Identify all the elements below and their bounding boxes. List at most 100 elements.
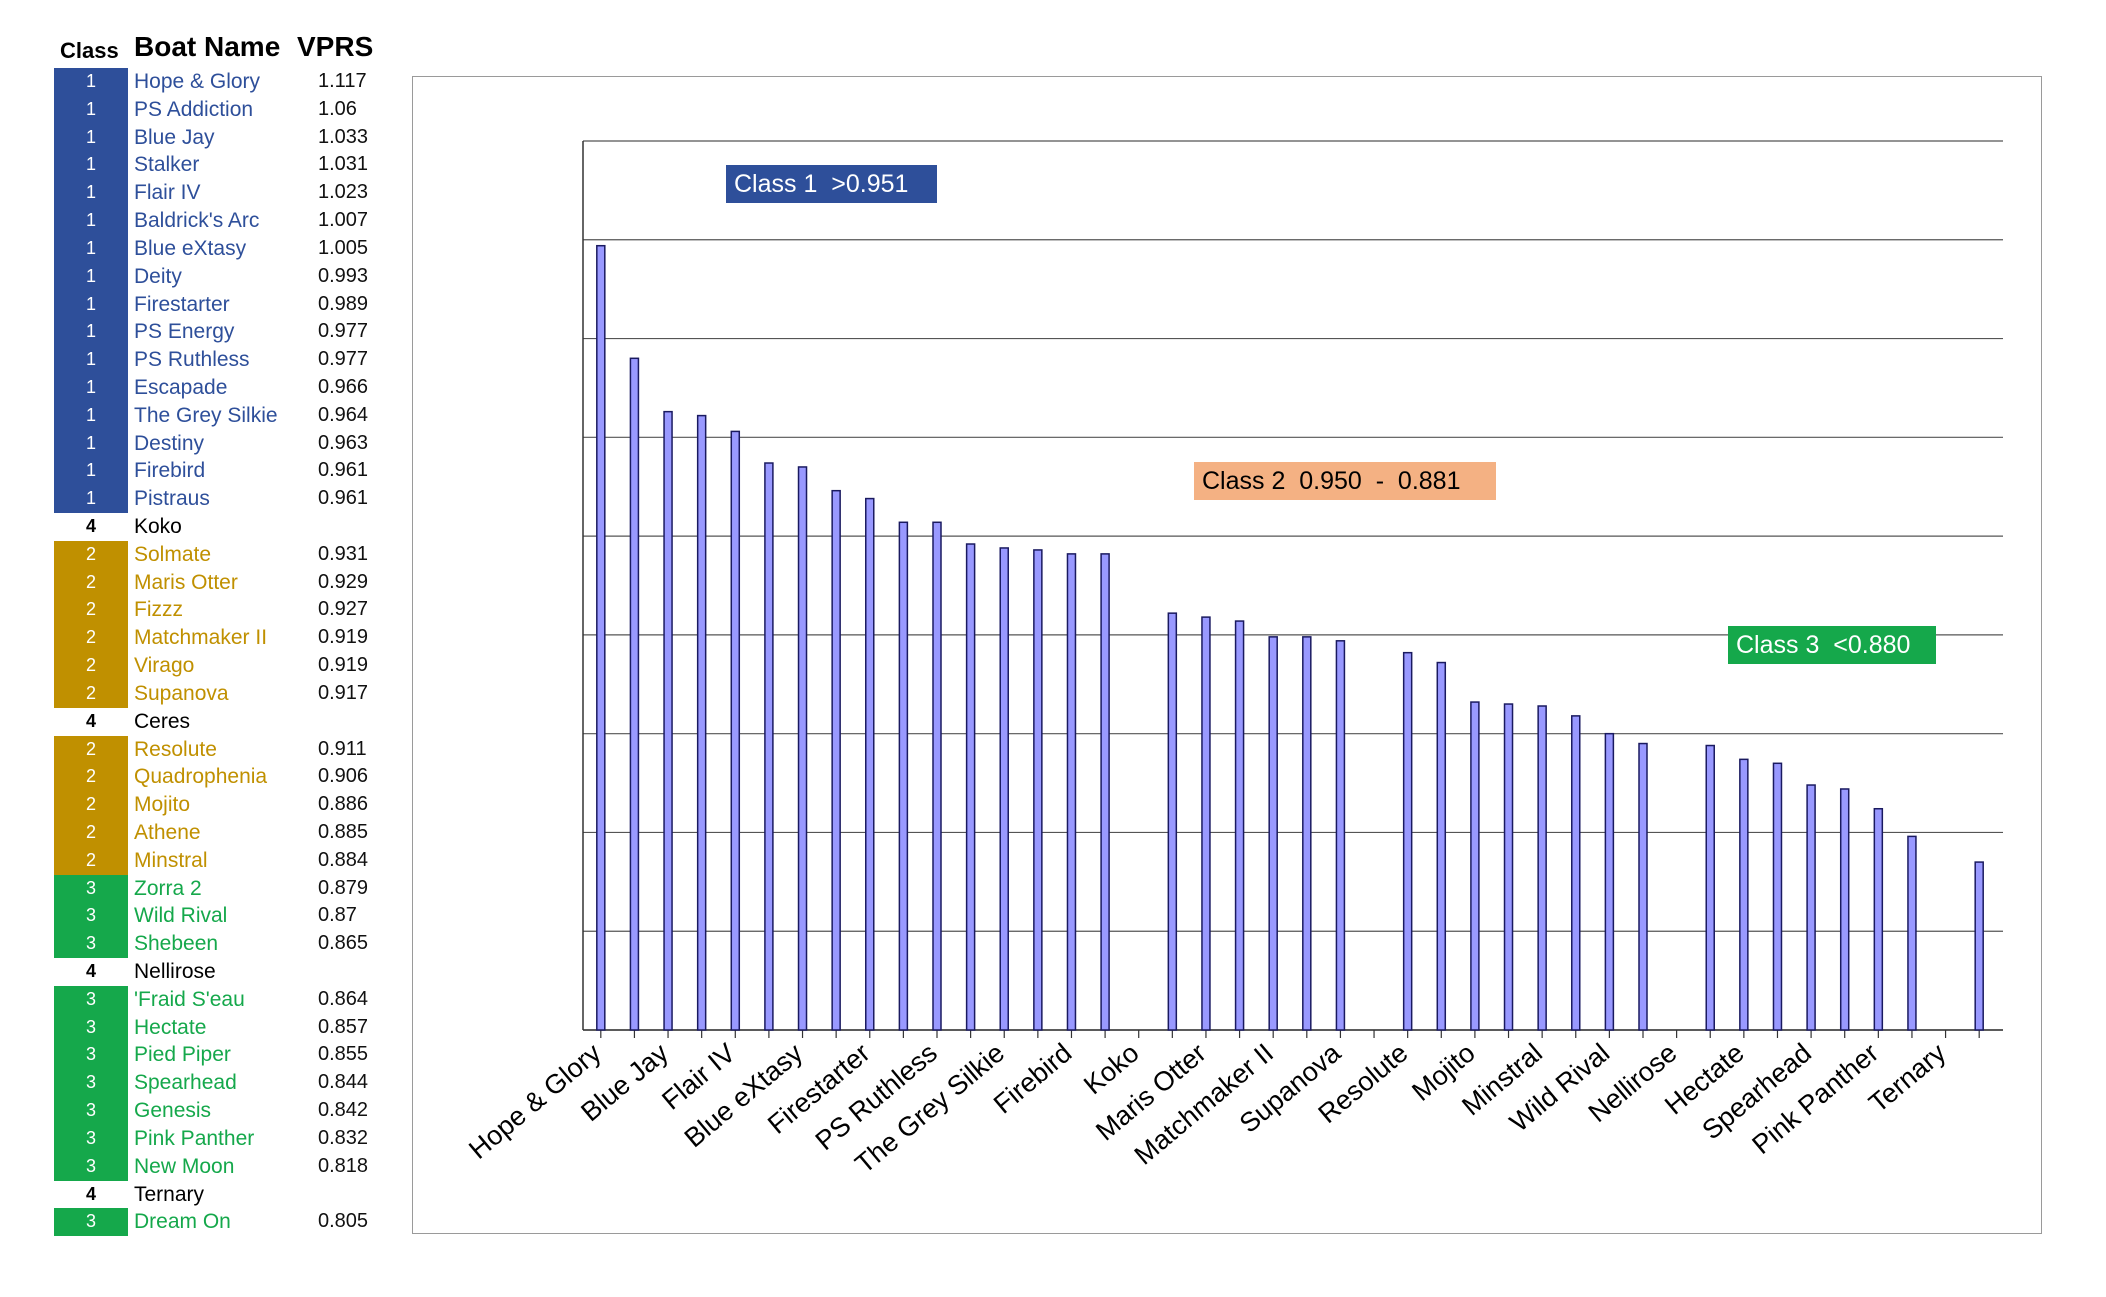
boat-name-cell: Supanova	[134, 681, 229, 705]
class-cell: 1	[54, 346, 128, 374]
boat-name-cell: Fizzz	[134, 598, 183, 622]
vprs-cell: 0.919	[318, 654, 369, 677]
boat-name-cell: Mojito	[134, 793, 191, 817]
vprs-cell: 0.865	[318, 932, 369, 955]
table-row: 1 The Grey Silkie 0.964	[54, 401, 384, 430]
bar	[932, 521, 942, 1031]
table-body: 1 Hope & Glory 1.117 1 PS Addiction 1.06 1 Blue…	[54, 68, 384, 1237]
vprs-cell: 0.844	[318, 1071, 369, 1094]
boat-name-cell: Wild Rival	[134, 904, 228, 928]
vprs-cell: 1.033	[318, 125, 369, 148]
class-cell: 1	[54, 179, 128, 208]
boat-name-cell: Escapade	[134, 375, 228, 399]
vprs-cell: 0.977	[318, 320, 369, 343]
boat-name-cell: The Grey Silkie	[134, 403, 278, 427]
bar	[1806, 784, 1816, 1031]
class-cell: 3	[54, 1013, 128, 1042]
class-cell: 3	[54, 874, 128, 903]
class-cell: 1	[54, 95, 128, 124]
header-class: Class	[60, 38, 119, 63]
bar	[1402, 651, 1413, 1031]
table-row: 4 Ceres	[54, 708, 384, 736]
table-row: 3 'Fraid S'eau 0.864	[54, 985, 384, 1014]
bar	[1201, 616, 1211, 1031]
vprs-cell: 0.931	[318, 542, 369, 565]
bar	[1066, 553, 1077, 1031]
vprs-cell: 0.993	[318, 264, 369, 287]
boat-name-cell: Koko	[134, 515, 182, 538]
boat-name-cell: Ternary	[134, 1182, 205, 1206]
boat-name-cell: Blue Jay	[134, 125, 215, 149]
vprs-cell: 0.886	[318, 793, 369, 816]
boat-name-cell: Matchmaker II	[134, 626, 268, 650]
bar	[1335, 640, 1346, 1031]
table-row: 3 Wild Rival 0.87	[54, 902, 384, 931]
table-row: 1 Blue eXtasy 1.005	[54, 234, 384, 263]
class-cell: 3	[54, 1124, 128, 1153]
annotation-box	[1194, 462, 1496, 500]
table-row: 3 Zorra 2 0.879	[54, 874, 384, 903]
class-cell: 3	[54, 985, 128, 1014]
class-cell: 4	[85, 961, 96, 981]
class-cell: 2	[54, 652, 128, 680]
class-cell: 3	[54, 930, 128, 958]
class-cell: 1	[54, 151, 128, 180]
class-cell: 4	[85, 516, 96, 536]
annotation-box	[726, 165, 937, 203]
table-row: 4 Nellirose	[54, 958, 384, 986]
annotation-label: Class 2 0.950 - 0.881	[1202, 467, 1460, 495]
vprs-cell: 0.842	[318, 1099, 369, 1122]
vprs-cell: 0.961	[318, 487, 369, 510]
vprs-cell: 1.005	[318, 236, 369, 259]
class-cell: 1	[54, 68, 128, 96]
table-row: 1 Escapade 0.966	[54, 373, 384, 402]
class-cell: 1	[54, 234, 128, 263]
table-row: 3 Pink Panther 0.832	[54, 1124, 384, 1153]
table-row: 1 Flair IV 1.023	[54, 179, 384, 208]
annotation-box	[1728, 626, 1936, 664]
boat-name-cell: Nellirose	[134, 960, 216, 983]
vprs-cell: 0.884	[318, 848, 369, 871]
x-tick-label: Firebird	[988, 1038, 1077, 1120]
boat-name-cell: Stalker	[134, 153, 200, 177]
vprs-cell: 0.879	[318, 876, 369, 899]
table-row: 1 Baldrick's Arc 1.007	[54, 207, 384, 235]
table-row: 1 Deity 0.993	[54, 262, 384, 291]
class-cell: 1	[54, 457, 128, 486]
class-cell: 3	[54, 1069, 128, 1098]
boat-name-cell: Shebeen	[134, 932, 219, 956]
class-cell: 2	[54, 791, 128, 819]
class-cell: 2	[54, 624, 128, 653]
bar	[1167, 612, 1178, 1031]
vprs-cell: 0.818	[318, 1154, 369, 1177]
boat-name-cell: Blue eXtasy	[134, 236, 247, 260]
class-cell: 1	[54, 373, 128, 402]
bar	[1839, 788, 1850, 1031]
header-boat-name: Boat Name	[134, 31, 281, 62]
bar	[1537, 705, 1547, 1031]
table-row: 1 PS Energy 0.977	[54, 318, 384, 347]
boat-name-cell: Virago	[134, 654, 195, 678]
vprs-cell: 1.031	[318, 153, 369, 176]
boat-name-cell: PS Ruthless	[134, 348, 250, 372]
class-cell: 1	[54, 485, 128, 513]
boat-name-cell: PS Addiction	[134, 97, 254, 121]
boat-name-cell: Ceres	[134, 709, 191, 733]
bar	[1705, 744, 1715, 1031]
vprs-cell: 0.917	[318, 681, 369, 704]
boat-name-cell: Zorra 2	[134, 876, 202, 900]
table-row: 3 Shebeen 0.865	[54, 930, 384, 958]
bar	[1638, 742, 1648, 1031]
boat-name-cell: Genesis	[134, 1099, 212, 1123]
table-row: 3 Spearhead 0.844	[54, 1069, 384, 1098]
bar	[1571, 715, 1581, 1031]
boat-name-cell: 'Fraid S'eau	[134, 987, 245, 1011]
vprs-cell: 0.961	[318, 459, 369, 482]
boat-name-cell: Resolute	[134, 737, 217, 761]
boat-name-cell: Dream On	[134, 1210, 231, 1234]
table-row: 2 Matchmaker II 0.919	[54, 624, 384, 653]
bar	[596, 244, 606, 1031]
boat-name-cell: Firestarter	[134, 292, 230, 316]
vprs-cell: 1.117	[318, 70, 367, 92]
table-row: 3 Genesis 0.842	[54, 1097, 384, 1125]
